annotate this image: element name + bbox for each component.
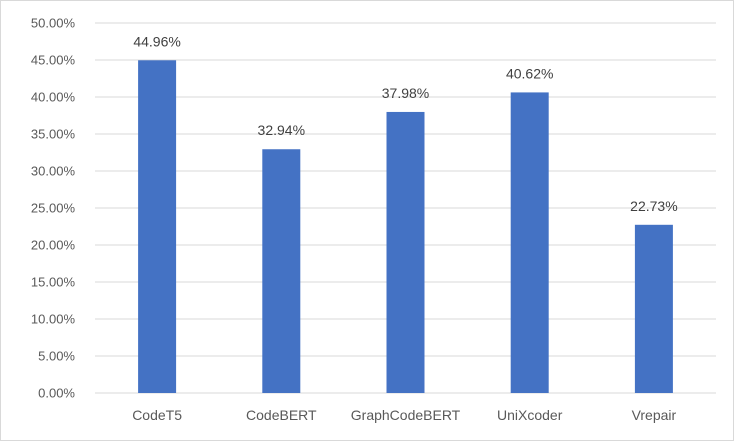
bar-unixcoder xyxy=(510,92,549,394)
y-tick-label: 30.00% xyxy=(31,164,76,179)
y-tick-label: 25.00% xyxy=(31,201,76,216)
y-tick-label: 5.00% xyxy=(38,349,75,364)
y-tick-label: 45.00% xyxy=(31,53,76,68)
data-label: 32.94% xyxy=(258,122,305,138)
data-label: 37.98% xyxy=(382,85,429,101)
data-labels: 44.96% 32.94% 37.98% 40.62% 22.73% xyxy=(133,33,677,214)
y-tick-label: 20.00% xyxy=(31,238,76,253)
x-category-label: UniXcoder xyxy=(497,407,563,423)
data-label: 44.96% xyxy=(133,33,180,49)
bars xyxy=(138,60,673,394)
x-category-label: Vrepair xyxy=(632,407,677,423)
x-category-label: GraphCodeBERT xyxy=(351,407,461,423)
x-category-label: CodeT5 xyxy=(132,407,182,423)
bar-graphcodebert xyxy=(386,111,425,393)
x-category-label: CodeBERT xyxy=(246,407,317,423)
x-axis-category-labels: CodeT5 CodeBERT GraphCodeBERT UniXcoder Vrep… xyxy=(132,407,676,423)
y-tick-label: 35.00% xyxy=(31,127,76,142)
bar-codet5 xyxy=(138,60,177,394)
y-axis-tick-labels: 0.00% 5.00% 10.00% 15.00% 20.00% 25.00% 30.00%… xyxy=(31,16,76,401)
bar-vrepair xyxy=(634,224,673,393)
y-tick-label: 40.00% xyxy=(31,90,76,105)
y-tick-label: 10.00% xyxy=(31,312,76,327)
data-label: 40.62% xyxy=(506,65,553,81)
y-tick-label: 15.00% xyxy=(31,275,76,290)
data-label: 22.73% xyxy=(630,198,677,214)
y-tick-label: 50.00% xyxy=(31,16,76,31)
bar-codebert xyxy=(262,149,301,393)
y-tick-label: 0.00% xyxy=(38,386,75,401)
